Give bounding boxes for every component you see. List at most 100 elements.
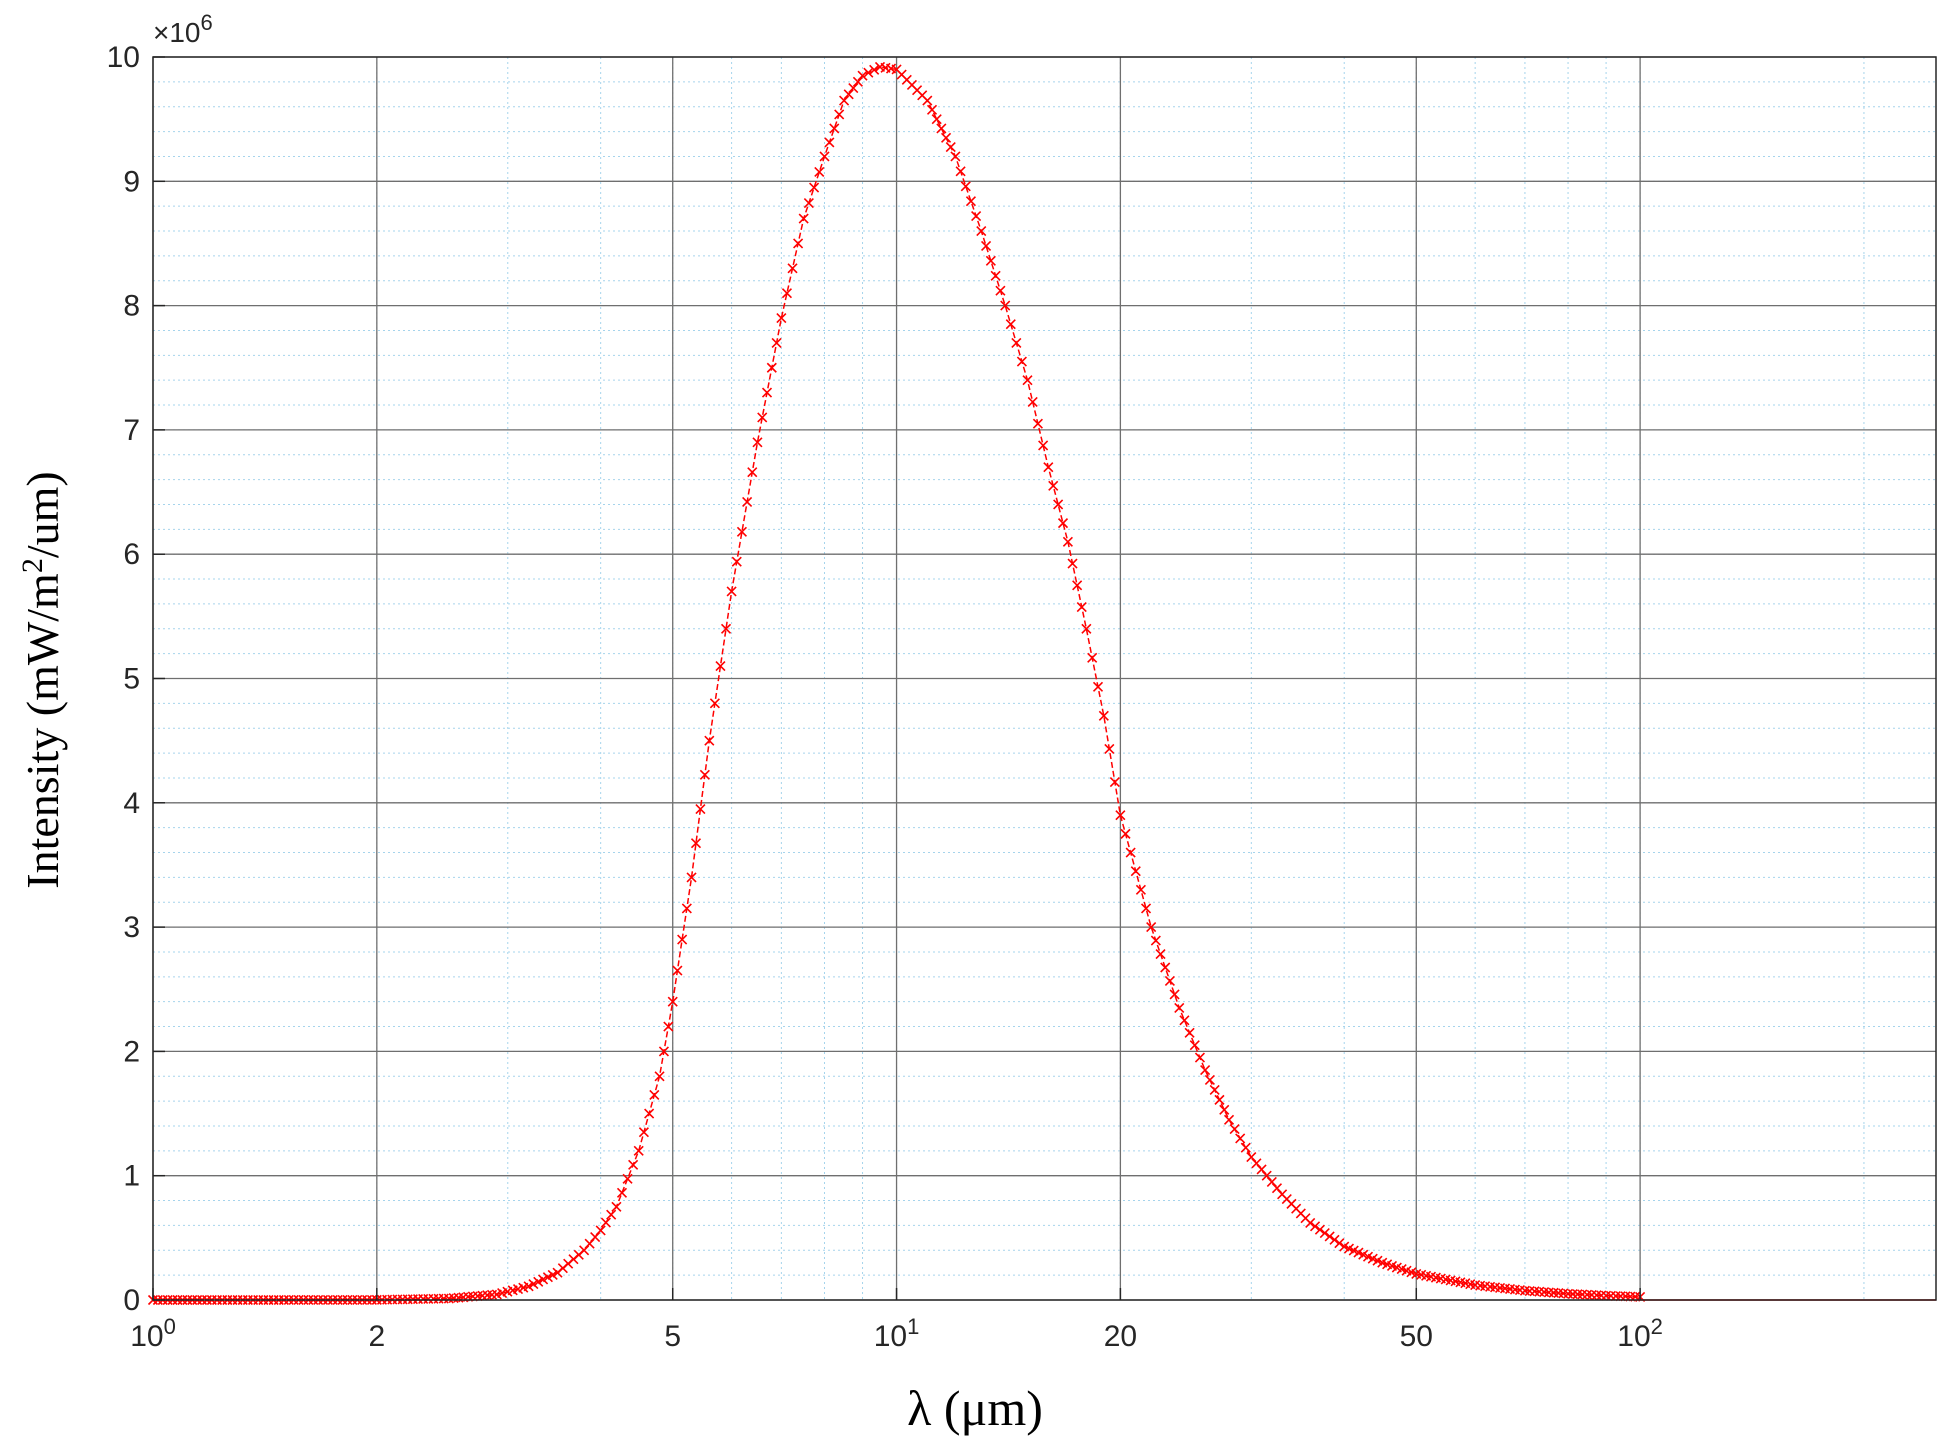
x-tick-base: 5 bbox=[664, 1320, 681, 1353]
data-point-marker bbox=[1329, 1234, 1340, 1245]
x-tick-label: 100 bbox=[130, 1314, 176, 1353]
data-point-marker bbox=[672, 965, 683, 976]
data-point-marker bbox=[814, 166, 825, 178]
data-point-marker bbox=[667, 996, 678, 1007]
data-point-marker bbox=[1115, 810, 1126, 821]
data-point-marker bbox=[1038, 440, 1049, 451]
data-point-marker bbox=[809, 182, 820, 193]
y-axis-label: Intensity (mW/m2/um) bbox=[16, 471, 68, 888]
data-point-marker bbox=[926, 104, 938, 115]
data-point-marker bbox=[658, 1046, 669, 1057]
data-point-marker bbox=[848, 83, 859, 94]
x-tick-label: 20 bbox=[1104, 1320, 1137, 1353]
data-point-marker bbox=[803, 197, 814, 209]
data-point-marker bbox=[1005, 319, 1016, 330]
data-point-marker bbox=[633, 1145, 644, 1156]
y-axis-label-sup: 2 bbox=[16, 558, 49, 573]
data-point-marker bbox=[726, 586, 737, 597]
data-point-marker bbox=[1174, 1002, 1185, 1013]
data-point-marker bbox=[1109, 777, 1120, 788]
data-point-marker bbox=[1016, 356, 1027, 367]
x-tick-label: 5 bbox=[664, 1320, 681, 1353]
data-point-marker bbox=[709, 698, 720, 709]
data-point-marker bbox=[595, 1225, 606, 1236]
y-tick-label: 6 bbox=[123, 538, 140, 571]
data-point-marker bbox=[965, 196, 977, 207]
data-point-marker bbox=[793, 238, 804, 249]
data-point-marker bbox=[600, 1217, 611, 1228]
data-point-marker bbox=[839, 95, 850, 106]
data-point-marker bbox=[1235, 1133, 1246, 1144]
data-point-marker bbox=[798, 213, 809, 224]
data-point-marker bbox=[824, 137, 835, 148]
data-point-marker bbox=[1324, 1231, 1335, 1242]
data-point-marker bbox=[1204, 1074, 1215, 1086]
data-point-marker bbox=[936, 123, 947, 134]
data-point-marker bbox=[819, 151, 830, 162]
data-point-marker bbox=[976, 225, 987, 237]
data-point-marker bbox=[1169, 989, 1180, 1000]
data-point-marker bbox=[950, 151, 961, 162]
data-point-marker bbox=[731, 556, 742, 567]
data-point-marker bbox=[1179, 1015, 1190, 1026]
y-axis-label-main: Intensity (mW/m bbox=[17, 573, 68, 889]
x-tick-base: 10 bbox=[1617, 1320, 1650, 1353]
data-point-marker bbox=[690, 838, 702, 849]
data-point-marker bbox=[699, 769, 710, 780]
data-point-marker bbox=[781, 288, 793, 299]
data-point-marker bbox=[1027, 396, 1038, 407]
data-point-marker bbox=[1314, 1224, 1325, 1235]
x-axis-label: λ (μm) bbox=[907, 1380, 1043, 1436]
y-exponent: ×106 bbox=[153, 10, 213, 48]
data-point-marker bbox=[869, 64, 880, 75]
x-tick-base: 50 bbox=[1400, 1320, 1433, 1353]
y-tick-label: 3 bbox=[123, 911, 140, 944]
data-point-marker bbox=[922, 95, 933, 106]
data-point-marker bbox=[1140, 903, 1152, 914]
data-point-marker bbox=[863, 67, 874, 78]
data-point-marker bbox=[940, 132, 952, 143]
data-point-marker bbox=[654, 1071, 665, 1082]
data-point-marker bbox=[1189, 1040, 1200, 1051]
data-point-marker bbox=[1155, 948, 1166, 960]
data-point-marker bbox=[1048, 480, 1059, 491]
data-point-marker bbox=[843, 89, 854, 100]
y-exponent-power: 6 bbox=[201, 10, 213, 35]
x-tick-base: 10 bbox=[130, 1320, 163, 1353]
data-point-marker bbox=[757, 412, 768, 423]
data-point-marker bbox=[1305, 1217, 1316, 1228]
data-point-marker bbox=[1057, 518, 1069, 529]
y-axis-label-tail: /um) bbox=[17, 471, 68, 558]
x-tick-label: 101 bbox=[874, 1314, 920, 1353]
y-tick-label: 2 bbox=[123, 1035, 140, 1068]
data-point-marker bbox=[1135, 884, 1146, 895]
data-point-marker bbox=[1160, 962, 1171, 973]
data-point-marker bbox=[1319, 1227, 1330, 1239]
x-tick-label: 2 bbox=[368, 1320, 385, 1353]
data-point-marker bbox=[1098, 710, 1109, 721]
y-tick-label: 4 bbox=[123, 787, 140, 820]
y-tick-label: 9 bbox=[123, 165, 140, 198]
data-point-marker bbox=[931, 114, 942, 125]
y-tick-label: 8 bbox=[123, 290, 140, 323]
data-point-marker bbox=[704, 735, 715, 746]
data-point-marker bbox=[971, 211, 982, 222]
data-point-marker bbox=[1062, 536, 1073, 547]
data-point-marker bbox=[606, 1209, 617, 1220]
data-point-marker bbox=[1184, 1027, 1195, 1038]
data-point-marker bbox=[1022, 375, 1033, 386]
data-point-marker bbox=[955, 166, 966, 177]
data-point-marker bbox=[761, 387, 773, 398]
data-point-marker bbox=[1125, 847, 1136, 858]
data-point-marker bbox=[1104, 743, 1115, 755]
data-point-marker bbox=[611, 1201, 622, 1212]
x-tick-base: 20 bbox=[1104, 1320, 1137, 1353]
data-point-marker bbox=[985, 255, 996, 266]
data-point-marker bbox=[1223, 1114, 1235, 1125]
x-tick-base: 10 bbox=[874, 1320, 907, 1353]
data-point-marker bbox=[852, 76, 863, 87]
data-point-marker bbox=[1146, 922, 1157, 933]
data-point-marker bbox=[1076, 601, 1087, 613]
data-point-marker bbox=[834, 109, 845, 120]
data-point-marker bbox=[829, 123, 840, 134]
